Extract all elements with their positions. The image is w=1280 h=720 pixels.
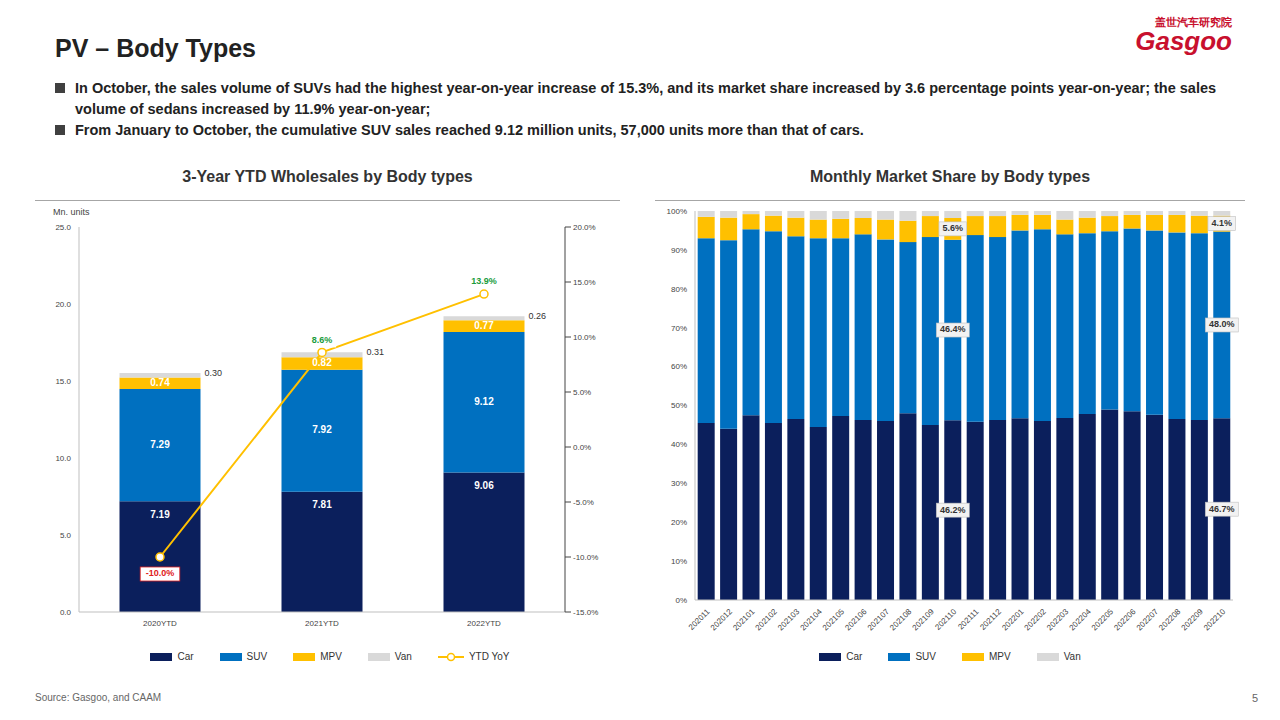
html-text:Monthly Market Share by Body t: Monthly Market Share by Body types: [810, 168, 1090, 185]
svg-text:2022YTD: 2022YTD: [467, 619, 501, 628]
svg-text:-15.0%: -15.0%: [573, 608, 598, 617]
html-text:盖世汽车研究院: 盖世汽车研究院: [1155, 16, 1232, 28]
svg-text:202208: 202208: [1157, 607, 1183, 633]
svg-text:5.0%: 5.0%: [573, 388, 591, 397]
svg-text:46.2%: 46.2%: [940, 505, 966, 515]
svg-text:100%: 100%: [667, 207, 687, 216]
svg-text:60%: 60%: [671, 362, 687, 371]
svg-text:0.74: 0.74: [150, 377, 170, 388]
svg-text:0.77: 0.77: [474, 320, 494, 331]
svg-text:202206: 202206: [1112, 607, 1138, 633]
html-text:Source: Gasgoo, and CAAM: Source: Gasgoo, and CAAM: [35, 692, 162, 703]
svg-text:4.1%: 4.1%: [1212, 218, 1233, 228]
html-text:Mn. units: Mn. units: [53, 207, 90, 217]
svg-text:202109: 202109: [911, 607, 937, 633]
svg-text:-10.0%: -10.0%: [146, 568, 175, 578]
svg-text:0.82: 0.82: [312, 357, 332, 368]
svg-text:48.0%: 48.0%: [1209, 319, 1235, 329]
svg-text:202101: 202101: [731, 607, 757, 633]
html-text:From January to October, the c: From January to October, the cumulative …: [75, 122, 864, 138]
svg-text:202201: 202201: [1000, 607, 1026, 633]
svg-text:0%: 0%: [675, 596, 687, 605]
html-text:Gasgoo: Gasgoo: [1135, 26, 1232, 57]
svg-text:5.0: 5.0: [60, 531, 72, 540]
svg-text:0.30: 0.30: [205, 368, 223, 378]
svg-text:0.0: 0.0: [60, 608, 72, 617]
html-text:5: 5: [1251, 692, 1258, 704]
svg-text:80%: 80%: [671, 285, 687, 294]
html-text:Van: Van: [394, 651, 412, 662]
svg-text:202012: 202012: [709, 607, 735, 633]
html-text:MPV: MPV: [989, 651, 1011, 662]
svg-text:20.0%: 20.0%: [573, 223, 596, 232]
svg-text:202104: 202104: [798, 607, 824, 633]
svg-text:20%: 20%: [671, 518, 687, 527]
html-text:SUV: SUV: [246, 651, 268, 662]
svg-text:202106: 202106: [843, 607, 869, 633]
svg-text:7.81: 7.81: [312, 499, 332, 510]
svg-text:202207: 202207: [1135, 607, 1161, 633]
svg-text:25.0: 25.0: [55, 223, 71, 232]
svg-text:0.26: 0.26: [529, 311, 547, 321]
svg-text:202102: 202102: [754, 607, 780, 633]
svg-text:202205: 202205: [1090, 607, 1116, 633]
html-text:SUV: SUV: [915, 651, 936, 662]
html-text:PV – Body Types: PV – Body Types: [55, 34, 256, 62]
svg-text:202110: 202110: [933, 607, 958, 632]
svg-text:202111: 202111: [956, 607, 981, 632]
html-text:3-Year YTD Wholesales by Body: 3-Year YTD Wholesales by Body types: [182, 168, 473, 185]
svg-text:202210: 202210: [1202, 607, 1228, 633]
svg-text:202209: 202209: [1180, 607, 1206, 633]
svg-text:8.6%: 8.6%: [312, 335, 333, 345]
svg-text:46.4%: 46.4%: [940, 324, 966, 334]
html-text:Car: Car: [846, 651, 863, 662]
svg-text:202108: 202108: [888, 607, 914, 633]
svg-text:13.9%: 13.9%: [471, 276, 497, 286]
svg-text:7.92: 7.92: [312, 424, 332, 435]
svg-text:9.12: 9.12: [474, 396, 494, 407]
svg-text:15.0: 15.0: [55, 377, 71, 386]
html-text:In October, the sales volume o: In October, the sales volume of SUVs had…: [75, 80, 1217, 117]
html-text:MPV: MPV: [320, 651, 342, 662]
svg-text:202011: 202011: [687, 607, 712, 632]
svg-text:9.06: 9.06: [474, 480, 494, 491]
svg-text:20.0: 20.0: [55, 300, 71, 309]
svg-text:10.0: 10.0: [55, 454, 71, 463]
html-text:Van: Van: [1063, 651, 1081, 662]
svg-text:0.31: 0.31: [367, 347, 385, 357]
svg-text:46.7%: 46.7%: [1209, 504, 1235, 514]
svg-text:202105: 202105: [821, 607, 847, 633]
svg-text:0.0%: 0.0%: [573, 443, 591, 452]
svg-text:-5.0%: -5.0%: [573, 498, 594, 507]
svg-text:15.0%: 15.0%: [573, 278, 596, 287]
svg-text:202112: 202112: [978, 607, 1003, 632]
svg-text:7.19: 7.19: [150, 509, 170, 520]
svg-text:10.0%: 10.0%: [573, 333, 596, 342]
svg-text:202204: 202204: [1067, 607, 1093, 633]
svg-text:90%: 90%: [671, 246, 687, 255]
svg-text:2021YTD: 2021YTD: [305, 619, 339, 628]
html-text:Car: Car: [177, 651, 194, 662]
svg-text:30%: 30%: [671, 479, 687, 488]
svg-text:5.6%: 5.6%: [943, 223, 964, 233]
svg-text:2020YTD: 2020YTD: [143, 619, 177, 628]
svg-text:40%: 40%: [671, 440, 687, 449]
svg-text:7.29: 7.29: [150, 439, 170, 450]
svg-text:202107: 202107: [866, 607, 892, 633]
svg-text:202202: 202202: [1023, 607, 1049, 633]
svg-text:-10.0%: -10.0%: [573, 553, 598, 562]
svg-text:202103: 202103: [776, 607, 802, 633]
svg-text:10%: 10%: [671, 557, 687, 566]
svg-text:70%: 70%: [671, 324, 687, 333]
html-text:YTD YoY: YTD YoY: [468, 651, 510, 662]
svg-text:50%: 50%: [671, 401, 687, 410]
svg-text:202203: 202203: [1045, 607, 1071, 633]
